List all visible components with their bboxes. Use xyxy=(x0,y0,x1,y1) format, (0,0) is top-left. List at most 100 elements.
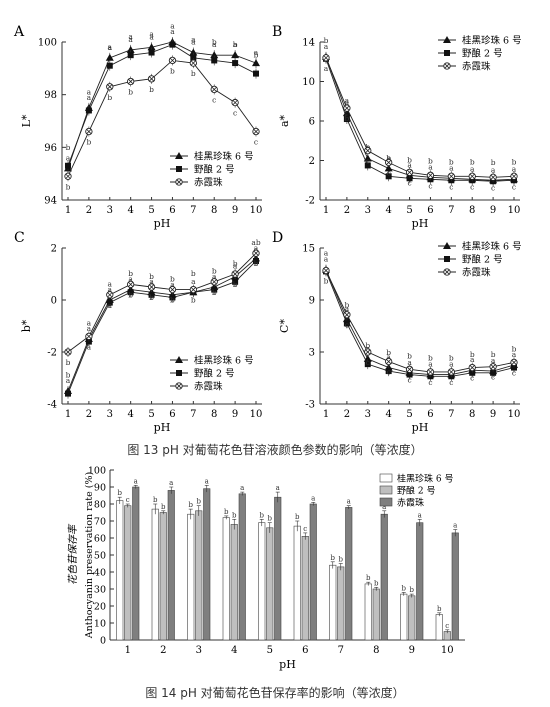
y-tick-label: 2 xyxy=(309,156,315,167)
significance-letter: a xyxy=(170,22,175,31)
x-tick-label: 7 xyxy=(338,645,344,656)
significance-letter: b xyxy=(407,155,412,164)
legend-marker xyxy=(443,62,451,70)
significance-letter: a xyxy=(453,522,457,530)
bar-s2 xyxy=(372,588,380,641)
significance-letter: c xyxy=(470,182,474,191)
significance-letter: c xyxy=(212,95,216,104)
significance-letter: b xyxy=(170,66,175,75)
data-point-s3-cross-b xyxy=(365,148,371,154)
significance-letter: a xyxy=(382,503,386,511)
significance-letter: b xyxy=(366,574,371,582)
data-point-s2 xyxy=(406,175,413,182)
x-tick-label: 2 xyxy=(344,205,350,216)
x-tick-label: 7 xyxy=(190,409,196,420)
bar-s1 xyxy=(329,564,337,641)
legend-marker xyxy=(175,152,183,159)
x-tick-label: 8 xyxy=(469,409,475,420)
x-tick-label: 9 xyxy=(490,205,496,216)
data-point-s2 xyxy=(211,286,218,293)
data-point-s3 xyxy=(489,363,497,371)
bar-s3 xyxy=(203,488,211,641)
y-tick-label: 10 xyxy=(94,619,106,630)
legend-label: 野酿 2 号 xyxy=(397,485,435,497)
bar-s1 xyxy=(116,500,124,641)
data-point-s2 xyxy=(65,390,71,397)
significance-letter: b xyxy=(233,40,238,49)
data-point-s3 xyxy=(85,332,93,341)
data-point-s3 xyxy=(426,171,435,179)
data-point-s3 xyxy=(447,172,455,180)
significance-letter: b xyxy=(128,269,133,278)
data-point-s3-cross-b xyxy=(386,159,392,166)
data-point-s2 xyxy=(85,338,92,345)
significance-letter: a xyxy=(233,40,238,49)
y-tick-label: 0 xyxy=(100,636,106,647)
bar-s3 xyxy=(345,507,353,641)
legend-swatch xyxy=(379,485,393,495)
data-point-s3 xyxy=(168,285,177,294)
significance-letter: b xyxy=(331,554,336,562)
significance-letter: b xyxy=(512,157,517,166)
x-tick-label: 10 xyxy=(250,205,263,216)
panel-b: B-226101412345678910pHa*aaaaaaaaaababbbb… xyxy=(272,24,522,230)
data-point-s3 xyxy=(64,172,72,180)
significance-letter: b xyxy=(189,501,194,509)
significance-letter: b xyxy=(191,296,196,305)
data-point-s3 xyxy=(364,348,372,356)
significance-letter: b xyxy=(428,353,433,362)
x-tick-label: 2 xyxy=(86,205,92,216)
data-point-s1 xyxy=(126,45,135,53)
data-point-s3-cross-b xyxy=(511,359,517,365)
y-tick-label: 14 xyxy=(302,38,315,49)
significance-letter: a xyxy=(324,248,329,257)
x-tick-label: 8 xyxy=(211,409,217,420)
data-point-s1 xyxy=(384,164,393,172)
data-point-s3 xyxy=(426,368,435,376)
data-point-s1 xyxy=(252,59,260,67)
data-point-s3-cross-b xyxy=(107,292,113,298)
data-point-s2 xyxy=(385,368,392,375)
legend-marker-cross-b xyxy=(444,269,450,275)
significance-letter: a xyxy=(233,262,238,271)
series-line-1 xyxy=(325,269,515,375)
data-point-s3 xyxy=(468,363,476,372)
y-tick-label: 80 xyxy=(94,500,106,511)
data-point-s2 xyxy=(364,162,371,169)
significance-letter: a xyxy=(108,43,113,52)
significance-letter: a xyxy=(449,360,454,369)
data-point-s3-cross-b xyxy=(427,369,434,375)
significance-letter: c xyxy=(491,183,495,192)
series-line-2 xyxy=(67,44,257,166)
bar-s2 xyxy=(301,536,309,641)
x-tick-label: 1 xyxy=(65,205,71,216)
significance-letter: b xyxy=(128,88,133,97)
significance-letter: b xyxy=(66,371,71,380)
data-point-s2 xyxy=(469,369,476,376)
data-point-s3 xyxy=(168,56,177,65)
significance-letter: b xyxy=(170,296,175,305)
y-tick-label: 2 xyxy=(51,244,57,255)
y-tick-label: 6 xyxy=(309,117,315,128)
x-tick-label: 9 xyxy=(490,409,496,420)
significance-letter: a xyxy=(128,35,133,44)
significance-letter: b xyxy=(407,352,412,361)
data-point-s3 xyxy=(343,104,351,112)
data-point-s3 xyxy=(447,368,455,376)
significance-letter: a xyxy=(191,277,196,286)
bar-s1 xyxy=(293,525,301,641)
data-point-s1 xyxy=(105,53,114,61)
legend-marker xyxy=(443,242,451,249)
significance-letter: a xyxy=(324,64,329,73)
data-point-s2 xyxy=(106,62,113,69)
legend-label: 赤霞珠 xyxy=(194,177,223,189)
bar-s3 xyxy=(309,503,317,641)
y-axis-label: b* xyxy=(20,319,33,332)
panel-letter: D xyxy=(272,230,283,246)
x-tick-label: 7 xyxy=(190,205,196,216)
significance-letter: a xyxy=(170,280,175,289)
significance-letter: c xyxy=(407,178,411,187)
significance-letter: b xyxy=(161,503,166,511)
data-point-s2 xyxy=(385,173,392,180)
